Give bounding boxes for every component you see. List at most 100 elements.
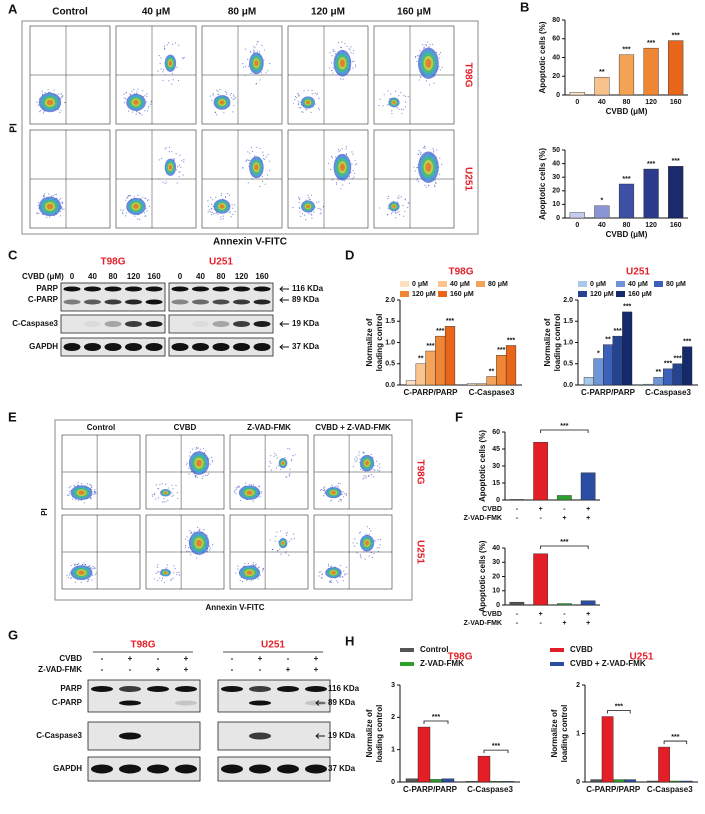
flow-event <box>426 41 429 43</box>
flow-event <box>352 67 354 69</box>
x-tick-label: 160 <box>670 99 682 106</box>
flow-event <box>199 528 201 530</box>
flow-event <box>404 198 406 200</box>
y-tick-label: 10 <box>492 588 500 595</box>
legend-swatch <box>550 648 564 652</box>
blot-band <box>249 764 271 774</box>
flow-event <box>320 209 322 211</box>
flow-event <box>346 573 348 575</box>
flow-event <box>306 109 308 111</box>
flow-event <box>300 215 302 218</box>
x-axis-label: CVBD (μM) <box>606 230 648 239</box>
bar <box>603 344 614 386</box>
group-label: U251 <box>261 640 285 651</box>
bar <box>501 781 515 783</box>
flow-event <box>179 154 181 156</box>
sign: - <box>563 506 566 513</box>
sign: - <box>516 611 519 618</box>
flow-event <box>173 565 175 567</box>
flow-density <box>306 100 310 105</box>
flow-event <box>141 114 143 116</box>
y-tick-label: 3 <box>391 682 395 689</box>
flow-event <box>248 159 250 161</box>
bar <box>618 54 635 96</box>
flow-event <box>70 578 72 580</box>
flow-event <box>132 89 135 91</box>
blot-band <box>171 299 189 305</box>
bar <box>569 91 585 96</box>
y-tick-label: 30 <box>492 463 500 470</box>
flow-event <box>328 67 331 69</box>
flow-event <box>359 531 361 533</box>
chart-title: T98G <box>448 267 473 278</box>
sign-row-label: Z-VAD-FMK <box>464 620 502 627</box>
flow-event <box>279 548 281 550</box>
y-axis-label: loading control <box>553 314 562 372</box>
flow-event <box>164 182 166 185</box>
flow-event <box>244 563 246 565</box>
flow-event <box>339 498 341 501</box>
y-tick-label: 40 <box>552 54 560 61</box>
flow-event <box>352 52 354 54</box>
sign: - <box>231 665 234 674</box>
blot-band <box>63 343 81 351</box>
marker-arrow <box>315 733 325 739</box>
flow-event <box>387 197 389 200</box>
column-label: Control <box>87 423 115 432</box>
flow-event <box>172 577 174 579</box>
size-marker: 116 KDa <box>292 284 324 293</box>
flow-event <box>190 470 192 473</box>
significance: *** <box>426 343 434 350</box>
flow-event <box>158 159 160 161</box>
flow-event <box>59 111 61 114</box>
y-axis-label: loading control <box>375 705 384 763</box>
flow-event <box>414 56 417 58</box>
flow-event <box>171 151 173 153</box>
flow-event <box>308 198 310 200</box>
column-label: Z-VAD-FMK <box>247 423 291 432</box>
blot-band <box>175 686 197 692</box>
legend-swatch <box>400 648 414 652</box>
flow-event <box>432 150 435 152</box>
flow-event <box>207 205 209 208</box>
flow-event <box>395 217 397 219</box>
flow-event <box>61 203 63 205</box>
flow-event <box>212 199 214 201</box>
flow-event <box>74 581 77 583</box>
flow-event <box>348 47 350 49</box>
sign-row-label: CVBD <box>482 611 502 618</box>
flow-event <box>172 79 174 81</box>
flow-event <box>171 495 173 498</box>
flow-event <box>163 47 166 49</box>
sign: - <box>539 515 542 522</box>
flow-event <box>172 488 174 490</box>
bar <box>613 779 625 783</box>
flow-event <box>176 66 178 68</box>
dose-label: 80 <box>109 272 118 281</box>
x-axis-label: CVBD (μM) <box>606 107 648 116</box>
size-marker: 89 KDa <box>292 295 320 304</box>
flow-event <box>350 52 352 54</box>
flow-event <box>125 98 127 100</box>
flow-event <box>337 482 340 485</box>
y-tick-label: 0 <box>556 215 560 222</box>
flow-event <box>177 79 180 82</box>
y-axis-label: PI <box>9 123 20 133</box>
flow-event <box>142 90 144 92</box>
flow-event <box>424 147 426 150</box>
blot-band <box>84 286 101 292</box>
chart-title: U251 <box>626 267 650 278</box>
flow-event <box>151 493 153 496</box>
flow-event <box>338 151 340 153</box>
flow-event <box>378 463 381 465</box>
sign-row-label: Z-VAD-FMK <box>464 515 502 522</box>
flow-event <box>363 452 365 454</box>
flow-event <box>173 572 175 574</box>
sign-row-label: CVBD <box>482 506 502 513</box>
flow-event <box>383 93 385 96</box>
bar <box>417 726 431 783</box>
column-label: 160 μM <box>397 7 431 18</box>
flow-density <box>365 460 370 466</box>
flow-event <box>195 448 197 450</box>
flow-event <box>378 104 380 107</box>
